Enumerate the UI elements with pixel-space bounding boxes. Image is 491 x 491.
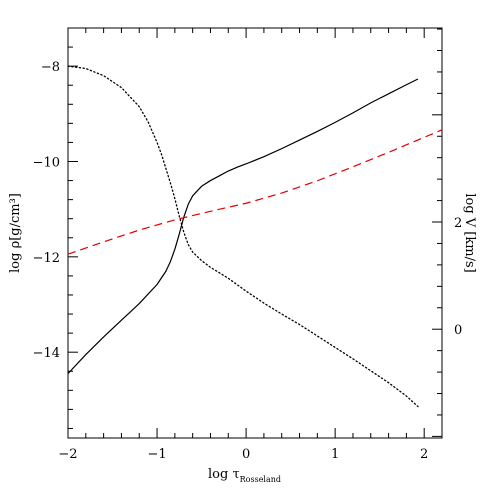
y-left-tick-label: −14: [33, 346, 60, 361]
x-tick-label: −1: [147, 447, 166, 462]
series-line-dashed: [67, 129, 443, 255]
plot-frame: [67, 27, 443, 439]
x-tick-label: −2: [58, 447, 77, 462]
y-left-tick-label: −8: [41, 60, 60, 75]
axis-ticks: [67, 28, 443, 438]
x-axis-title: log τRosseland: [208, 467, 281, 484]
x-axis-title-subscript: Rosseland: [240, 475, 281, 484]
y-left-tick-label: −10: [33, 155, 60, 170]
y-right-tick-label: 0: [454, 323, 462, 338]
y-axis-left-title: log ρ[g/cm³]: [8, 193, 23, 273]
y-right-tick-label: 2: [454, 216, 462, 231]
y-axis-right-title: log V [km/s]: [462, 193, 477, 272]
series-line-solid: [67, 78, 419, 375]
series-line-dotted: [67, 65, 419, 408]
series-layer: [67, 65, 443, 408]
x-tick-label: 1: [331, 447, 339, 462]
x-axis-title-main: log τ: [208, 467, 240, 482]
y-left-tick-label: −12: [33, 251, 60, 266]
x-tick-label: 0: [242, 447, 250, 462]
x-tick-label: 2: [420, 447, 428, 462]
